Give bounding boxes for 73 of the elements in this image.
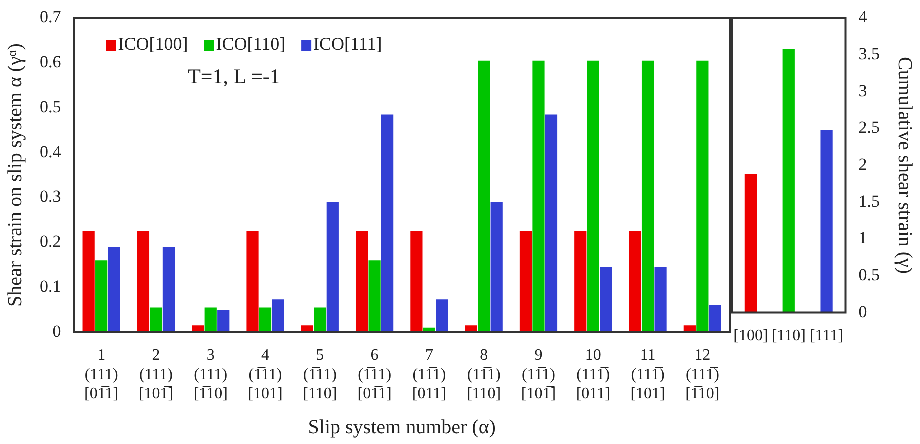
x-tick-label: 5 (1̅11) [110] [303,347,338,403]
y2-tick-label: 2.5 [858,118,880,138]
y2-tick-label: 3 [858,81,868,100]
bar [381,114,394,332]
x-tick-label: 4 (1̅11) [101] [248,347,283,403]
legend-label: ICO[110] [216,34,286,54]
bar [410,231,423,332]
bar [709,305,722,332]
bar [246,231,259,332]
bar [218,310,230,332]
x-tick-label: 9 (11̅1) [101̅] [521,347,556,403]
bar [520,231,532,332]
bar [436,300,448,332]
bar [574,231,587,332]
y-tick-label: 0.5 [40,97,62,116]
y2-tick-label: 4 [858,8,868,27]
x-tick-label: 2 (111) [101̅] [138,347,174,403]
bar [162,247,176,332]
x-tick-label: [100] [734,328,768,345]
bar [272,300,284,332]
bar [744,174,758,313]
bar [150,308,162,332]
bar [696,60,709,332]
bar [600,267,612,332]
legend-label: ICO[111] [314,34,382,54]
bar [782,49,795,313]
bar [629,231,642,332]
y2-tick-label: 2 [858,154,868,174]
bar [532,60,545,332]
bar [314,308,326,332]
bar [137,231,150,332]
y2-axis-title: Cumulative shear strain (γ) [894,56,916,274]
x-tick-label: 7 (11̅1) [011] [412,347,446,403]
bar [654,267,667,332]
bar [642,60,654,332]
y-tick-label: 0.2 [40,232,62,252]
bar [204,308,217,332]
bar [356,231,368,332]
bar [490,202,503,332]
x-tick-label: 11 (111̅) [101] [630,347,666,403]
y2-tick-label: 1.5 [858,192,880,211]
x-tick-label: [110] [772,328,806,345]
y2-tick-label: 3.5 [858,44,880,64]
annotation: T=1, L =-1 [188,64,280,89]
y2-tick-label: 0 [858,302,868,322]
y-tick-label: 0 [52,322,62,341]
x-tick-label: 1 (111) [01̅1] [84,347,119,403]
bar [108,247,120,332]
y-tick-label: 0.6 [40,52,62,72]
y2-tick-label: 0.5 [858,265,880,284]
bar [259,308,272,332]
bar [545,114,558,332]
y-tick-label: 0.1 [40,276,62,296]
bar [820,130,833,313]
y2-tick-label: 1 [858,228,868,248]
legend-label: ICO[100] [118,34,188,54]
bar [478,60,490,332]
x-tick-label: 8 (11̅1) [110] [467,347,502,403]
y-tick-label: 0.3 [40,187,62,206]
bar [587,60,600,332]
x-tick-label: 12 (111̅) [1̅10] [686,347,720,403]
y-tick-label: 0.7 [40,8,62,27]
x-tick-label: [111] [810,328,844,345]
bar [96,260,108,332]
bar [82,231,95,332]
x-tick-label: 6 (1̅11) [01̅1] [358,347,392,403]
y-axis-title: Shear strain on slip system α (γᵅ) [4,44,26,307]
bar [326,202,339,332]
x-axis-title: Slip system number (α) [308,416,496,438]
x-tick-label: 10 (111̅) [011] [576,347,610,403]
y-tick-label: 0.4 [40,142,62,162]
x-tick-label: 3 (111) [1̅10] [194,347,228,403]
bar [368,260,381,332]
